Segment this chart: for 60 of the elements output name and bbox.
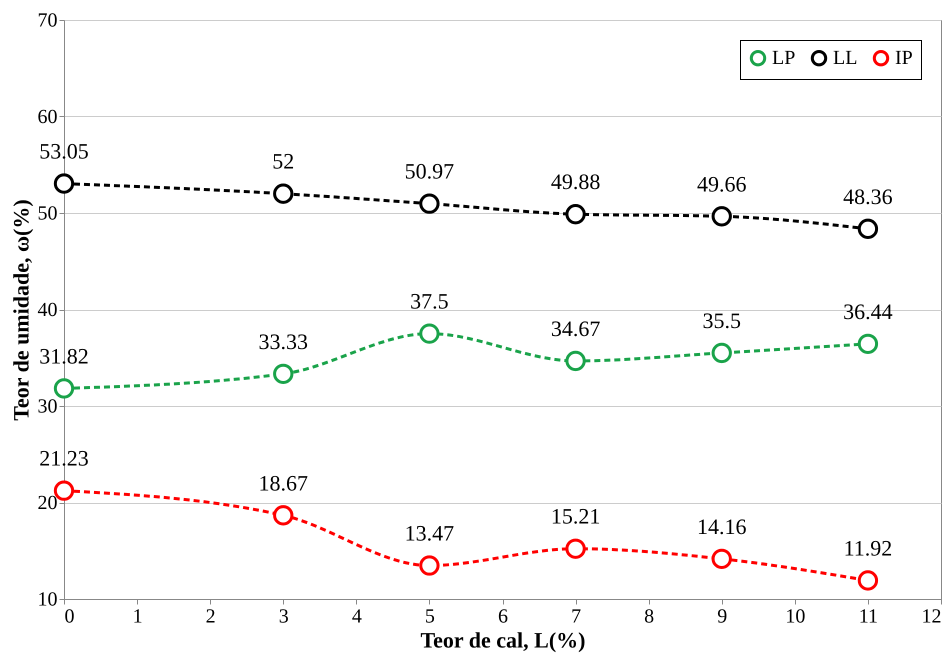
data-label: 14.16 <box>697 514 746 539</box>
data-label: 18.67 <box>258 470 308 496</box>
x-tick-label: 7 <box>571 606 582 628</box>
point <box>273 184 294 204</box>
x-tick-label: 10 <box>785 606 806 628</box>
x-tick-label: 8 <box>644 606 654 628</box>
data-label: 11.92 <box>844 535 892 560</box>
data-label: 49.88 <box>550 169 600 194</box>
x-tick-label: 12 <box>922 606 942 628</box>
y-tick-label: 10 <box>38 588 58 610</box>
point <box>54 173 74 194</box>
x-tick-label: 9 <box>717 606 728 628</box>
data-label: 37.5 <box>410 288 449 314</box>
point <box>419 193 440 214</box>
y-axis-title: Teor de umidade, ω(%) <box>8 199 34 421</box>
point <box>858 570 878 591</box>
data-label: 15.21 <box>550 504 600 529</box>
legend-label: LL <box>833 47 858 70</box>
x-axis-title: Teor de cal, L(%) <box>420 628 586 652</box>
data-label: 35.5 <box>702 308 741 333</box>
point <box>565 204 586 224</box>
data-label: 33.33 <box>258 328 308 354</box>
data-label: 21.23 <box>39 446 89 471</box>
x-tick-label: 4 <box>352 606 362 628</box>
data-label: 36.44 <box>843 298 893 324</box>
point <box>273 364 294 384</box>
legend-label: LP <box>772 47 796 70</box>
point <box>419 555 440 576</box>
x-tick-label: 5 <box>424 606 435 628</box>
legend-label: IP <box>895 47 913 70</box>
point <box>858 334 878 354</box>
x-tick-label: 3 <box>278 606 289 628</box>
y-tick-label: 60 <box>38 106 58 128</box>
point <box>419 323 440 344</box>
point <box>565 350 586 372</box>
data-label: 13.47 <box>404 520 454 546</box>
x-tick-label: 11 <box>858 606 878 628</box>
point <box>54 378 74 399</box>
x-tick-label: 6 <box>498 606 508 628</box>
data-label: 50.97 <box>404 158 454 184</box>
data-label: 49.66 <box>697 171 746 196</box>
y-tick-label: 70 <box>38 10 58 32</box>
x-tick-label: 0 <box>64 606 74 628</box>
x-tick-label: 2 <box>206 606 216 628</box>
y-tick-label: 50 <box>38 202 58 224</box>
point <box>273 505 294 526</box>
y-tick-label: 40 <box>38 299 58 321</box>
data-label: 53.05 <box>39 138 89 164</box>
data-label: 48.36 <box>843 184 893 209</box>
point <box>712 548 732 569</box>
data-label: 31.82 <box>39 343 89 368</box>
y-tick-label: 30 <box>38 396 58 418</box>
data-label: 34.67 <box>550 316 600 341</box>
x-tick-label: 1 <box>132 606 143 628</box>
y-tick-label: 20 <box>38 492 58 514</box>
data-label: 52 <box>272 148 294 174</box>
point <box>858 218 878 239</box>
point <box>565 538 586 559</box>
point <box>712 342 732 364</box>
point <box>712 206 732 226</box>
